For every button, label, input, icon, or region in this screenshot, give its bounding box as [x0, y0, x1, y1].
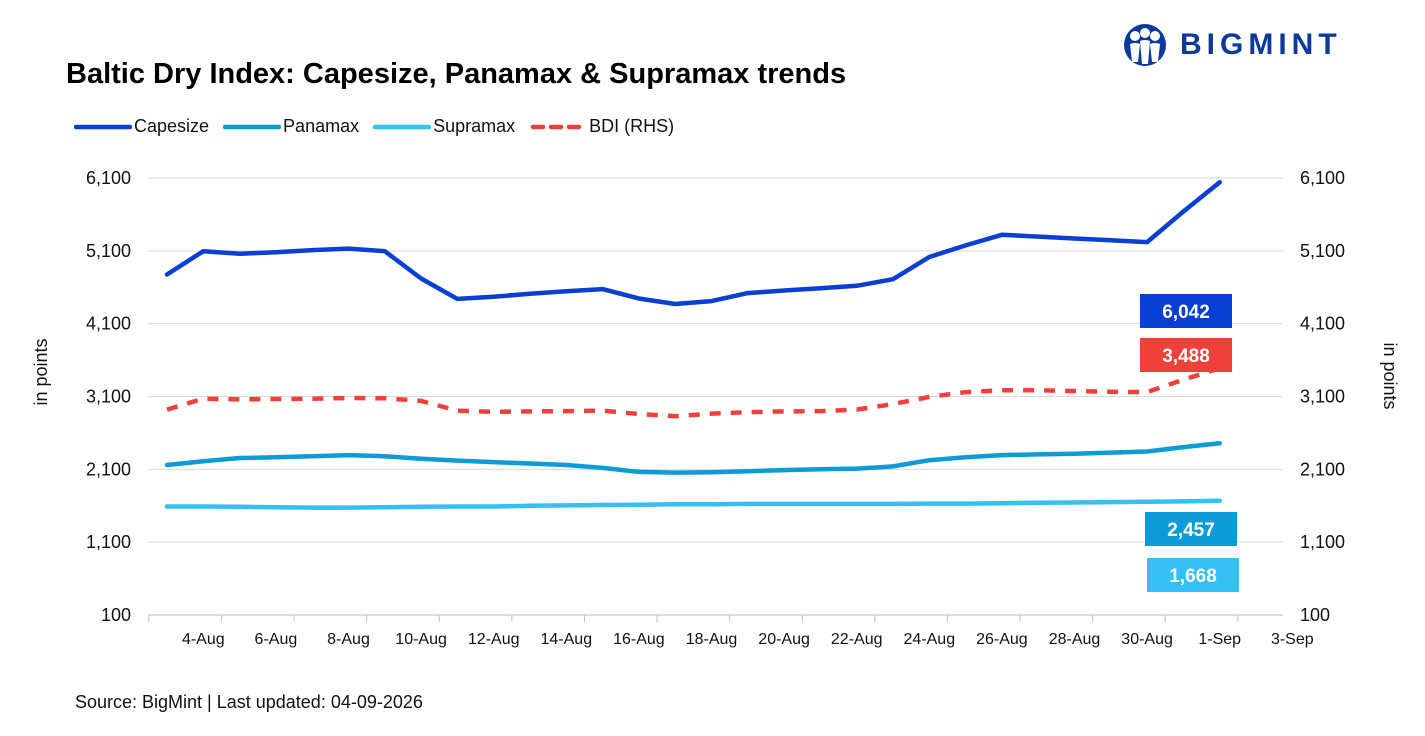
callout-box [1140, 294, 1232, 328]
legend-swatch-capesize [74, 124, 132, 129]
value-callouts: 6,042 3,488 2,457 1,668 [1140, 294, 1239, 592]
chart-legend: Capesize Panamax Supramax BDI (RHS) [74, 116, 688, 137]
y-axis-left: 100 1,100 2,100 3,100 4,100 5,100 6,100 [86, 168, 131, 625]
x-tick-label: 10-Aug [395, 631, 447, 648]
x-tick-label: 14-Aug [541, 631, 593, 648]
legend-label-bdi: BDI (RHS) [589, 116, 675, 136]
y-tick-label-left: 1,100 [86, 532, 131, 552]
series-line-supramax [164, 498, 1222, 510]
y-tick-label-left: 4,100 [86, 314, 131, 334]
series-line-bdi [166, 366, 1221, 419]
y-tick-label-right: 2,100 [1300, 459, 1345, 479]
y-tick-label-left: 100 [101, 605, 131, 625]
logo-text: BIGMINT [1180, 28, 1342, 61]
x-tick-label: 18-Aug [686, 631, 738, 648]
y-tick-label-right: 100 [1300, 605, 1330, 625]
legend-label-capesize: Capesize [134, 116, 210, 136]
y-tick-label-right: 4,100 [1300, 314, 1345, 334]
y-tick-label-left: 6,100 [86, 168, 131, 188]
x-tick-label: 12-Aug [468, 631, 520, 648]
callout-label: 1,668 [1169, 566, 1217, 587]
series-line-panamax [164, 441, 1222, 475]
bigmint-logo: BIGMINT [1122, 22, 1342, 68]
x-tick-label: 16-Aug [613, 631, 665, 648]
callout-label: 3,488 [1162, 346, 1210, 367]
legend-item-bdi: BDI (RHS) [529, 116, 674, 137]
y-tick-label-left: 2,100 [86, 459, 131, 479]
series-lines [164, 179, 1222, 510]
legend-label-supramax: Supramax [433, 116, 516, 136]
callout-label: 2,457 [1167, 520, 1215, 541]
x-tick-label: 8-Aug [327, 631, 370, 648]
legend-item-capesize: Capesize [74, 116, 209, 137]
x-tick-label: 1-Sep [1198, 631, 1241, 648]
x-tick-label: 22-Aug [831, 631, 883, 648]
x-tick-label: 30-Aug [1121, 631, 1173, 648]
x-tick-label: 28-Aug [1049, 631, 1101, 648]
callout-box [1140, 338, 1232, 372]
x-tick-label: 3-Sep [1271, 631, 1314, 648]
legend-item-panamax: Panamax [223, 116, 359, 137]
callout-box [1145, 512, 1237, 546]
callout-label: 6,042 [1162, 302, 1210, 323]
y-axis-right: 100 1,100 2,100 3,100 4,100 5,100 6,100 [1300, 168, 1345, 625]
y-axis-right-title: in points [1380, 342, 1400, 409]
x-tick-label: 20-Aug [758, 631, 810, 648]
bigmint-logo-icon [1124, 24, 1166, 66]
y-tick-label-right: 3,100 [1300, 387, 1345, 407]
x-tick-label: 6-Aug [255, 631, 298, 648]
x-tick-label: 24-Aug [904, 631, 956, 648]
y-axis-left-title: in points [31, 338, 51, 405]
legend-item-supramax: Supramax [373, 116, 515, 137]
legend-swatch-panamax [223, 124, 282, 129]
legend-label-panamax: Panamax [283, 116, 360, 136]
x-tick-label: 4-Aug [182, 631, 225, 648]
y-tick-label-left: 3,100 [86, 387, 131, 407]
legend-swatch-supramax [373, 124, 432, 129]
y-tick-label-right: 5,100 [1300, 241, 1345, 261]
chart-title: Baltic Dry Index: Capesize, Panamax & Su… [66, 58, 847, 90]
y-tick-label-right: 6,100 [1300, 168, 1345, 188]
y-tick-label-left: 5,100 [86, 241, 131, 261]
x-axis: 4-Aug 6-Aug 8-Aug 10-Aug 12-Aug 14-Aug 16-Aug 1… [148, 615, 1314, 648]
x-tick-label: 26-Aug [976, 631, 1028, 648]
source-note: Source: BigMint | Last updated: 04-09-20… [75, 692, 423, 712]
series-line-capesize [164, 179, 1222, 307]
y-tick-label-right: 1,100 [1300, 532, 1345, 552]
legend-swatch-bdi [530, 124, 588, 129]
callout-box [1147, 558, 1239, 592]
